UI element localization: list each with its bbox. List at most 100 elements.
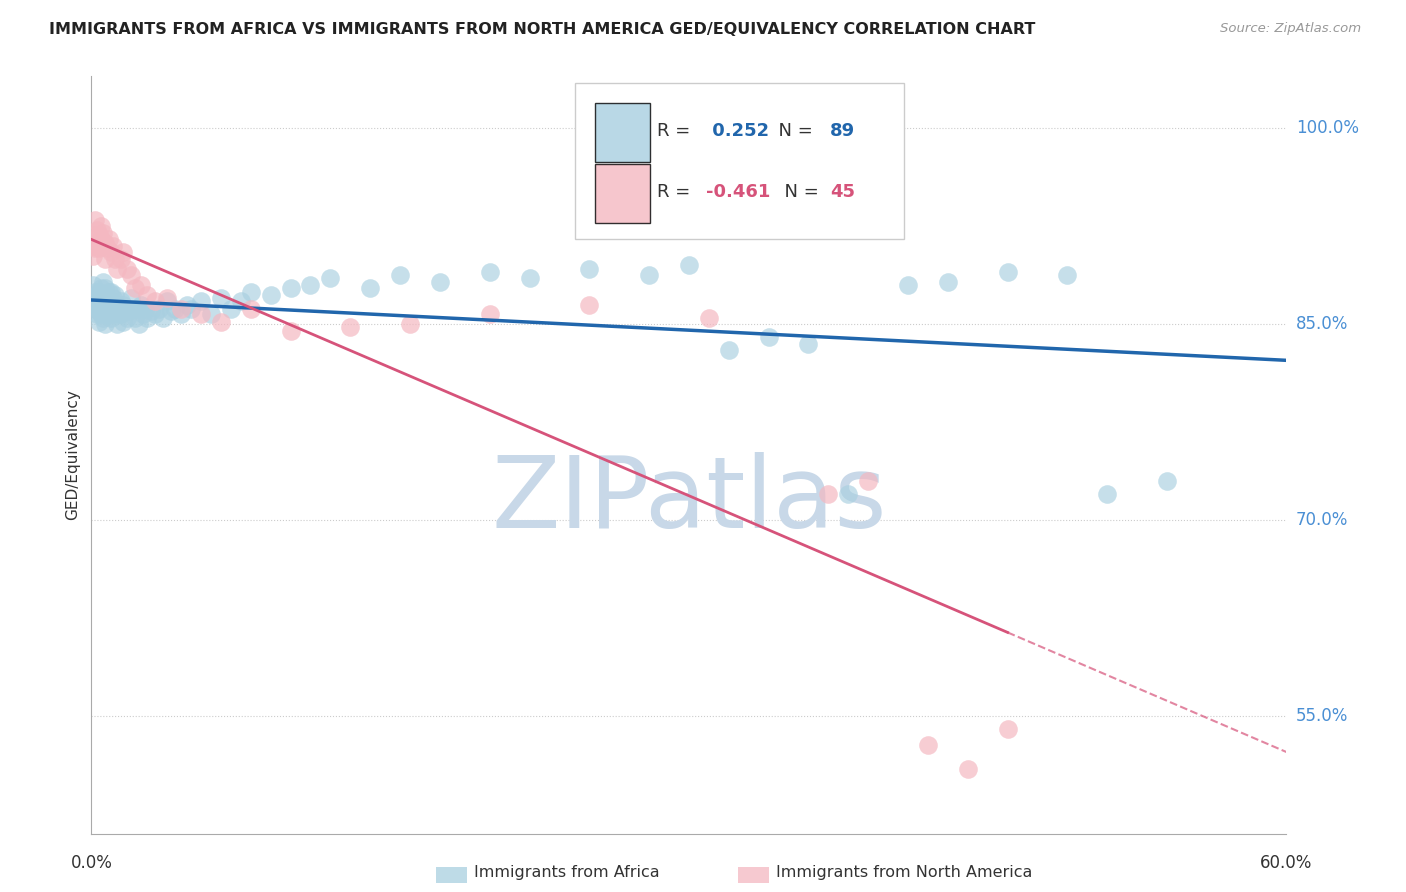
Point bbox=[90, 219, 112, 234]
Point bbox=[697, 310, 720, 325]
Point bbox=[136, 310, 159, 325]
Point bbox=[817, 487, 839, 501]
Text: -0.461: -0.461 bbox=[706, 183, 770, 201]
FancyBboxPatch shape bbox=[595, 164, 650, 223]
Text: N =: N = bbox=[772, 183, 824, 201]
Text: 45: 45 bbox=[830, 183, 855, 201]
Point bbox=[797, 336, 820, 351]
Point bbox=[94, 297, 117, 311]
Text: R =: R = bbox=[657, 183, 696, 201]
Point bbox=[104, 252, 127, 266]
Point bbox=[1156, 474, 1178, 488]
Point bbox=[122, 301, 145, 316]
Point bbox=[100, 297, 122, 311]
Point bbox=[129, 277, 152, 292]
Point bbox=[128, 317, 150, 331]
Point bbox=[84, 301, 107, 316]
Point bbox=[110, 307, 132, 321]
Text: Immigrants from North America: Immigrants from North America bbox=[776, 865, 1032, 880]
Point bbox=[519, 271, 541, 285]
Point bbox=[259, 288, 281, 302]
Point bbox=[89, 304, 111, 318]
Point bbox=[638, 268, 661, 282]
Point bbox=[93, 226, 115, 240]
Point bbox=[717, 343, 740, 358]
Point bbox=[837, 487, 859, 501]
Point bbox=[180, 301, 202, 316]
Point bbox=[280, 324, 302, 338]
Point bbox=[478, 265, 501, 279]
Point bbox=[148, 301, 170, 316]
Point bbox=[299, 277, 322, 292]
Point bbox=[93, 288, 115, 302]
Point bbox=[124, 310, 146, 325]
Point bbox=[936, 276, 959, 290]
Point bbox=[143, 293, 166, 308]
Point bbox=[190, 293, 212, 308]
Point bbox=[110, 293, 132, 308]
Point bbox=[82, 239, 104, 253]
Point bbox=[82, 277, 104, 292]
Point bbox=[84, 285, 107, 299]
Point bbox=[897, 277, 920, 292]
Point bbox=[93, 236, 115, 251]
Point bbox=[120, 291, 142, 305]
Point bbox=[758, 330, 780, 344]
Point bbox=[143, 307, 166, 321]
Point bbox=[190, 307, 212, 321]
Point bbox=[89, 241, 111, 255]
Point bbox=[104, 288, 127, 302]
Point bbox=[578, 262, 600, 277]
Point bbox=[578, 297, 600, 311]
Point bbox=[103, 239, 125, 253]
Point bbox=[89, 285, 111, 299]
Point bbox=[112, 297, 135, 311]
Point bbox=[103, 307, 125, 321]
Text: 100.0%: 100.0% bbox=[1296, 120, 1360, 137]
Point bbox=[94, 236, 117, 251]
Point bbox=[84, 293, 107, 308]
Point bbox=[90, 280, 112, 294]
Point bbox=[112, 315, 135, 329]
Point bbox=[127, 301, 149, 316]
Point bbox=[84, 212, 107, 227]
Point bbox=[141, 304, 162, 318]
Point bbox=[98, 285, 121, 299]
Point bbox=[84, 228, 107, 243]
Point bbox=[96, 291, 118, 305]
Point bbox=[82, 291, 104, 305]
Text: Source: ZipAtlas.com: Source: ZipAtlas.com bbox=[1220, 22, 1361, 36]
Point bbox=[209, 315, 232, 329]
Point bbox=[239, 285, 262, 299]
Point bbox=[339, 319, 361, 334]
Point bbox=[239, 301, 262, 316]
Point bbox=[94, 252, 117, 266]
Point bbox=[124, 280, 146, 294]
Point bbox=[86, 297, 108, 311]
Point bbox=[170, 301, 193, 316]
Point bbox=[152, 310, 174, 325]
Point bbox=[96, 307, 118, 321]
Point bbox=[209, 291, 232, 305]
Point bbox=[105, 262, 128, 277]
Point bbox=[160, 304, 183, 318]
Point bbox=[170, 307, 193, 321]
Point bbox=[917, 738, 939, 752]
Point bbox=[115, 310, 138, 325]
Point bbox=[94, 280, 117, 294]
Point bbox=[105, 297, 128, 311]
Text: 0.0%: 0.0% bbox=[70, 854, 112, 871]
Point bbox=[1056, 268, 1078, 282]
Point bbox=[86, 236, 108, 251]
FancyBboxPatch shape bbox=[595, 103, 650, 162]
Text: N =: N = bbox=[766, 122, 818, 140]
Point bbox=[104, 304, 127, 318]
Point bbox=[997, 723, 1019, 737]
Point bbox=[120, 268, 142, 282]
Text: 70.0%: 70.0% bbox=[1296, 511, 1348, 529]
Point bbox=[389, 268, 412, 282]
Point bbox=[86, 223, 108, 237]
Text: 89: 89 bbox=[830, 122, 855, 140]
Point bbox=[89, 315, 111, 329]
Point bbox=[129, 297, 152, 311]
